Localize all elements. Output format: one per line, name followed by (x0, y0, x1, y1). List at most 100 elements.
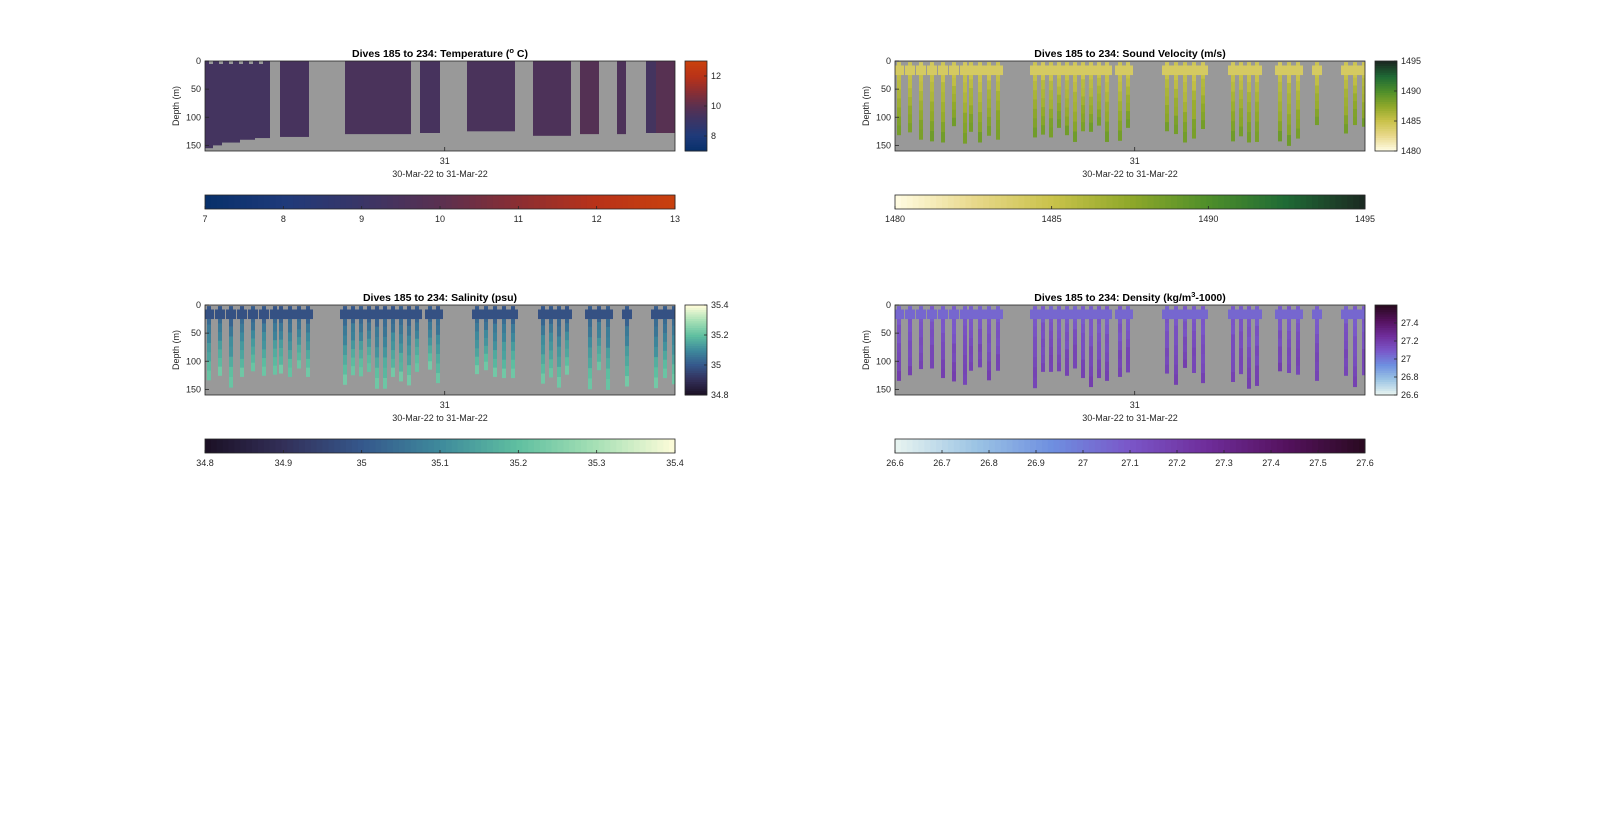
data-cell (1247, 82, 1251, 93)
data-cell (251, 362, 255, 372)
data-cell (1081, 70, 1085, 80)
data-cell (549, 332, 553, 343)
data-cell (975, 65, 985, 76)
colorbar-cell (451, 195, 459, 209)
y-axis-label: Depth (m) (171, 86, 181, 126)
data-cell (588, 337, 592, 348)
data-cell (1201, 315, 1205, 326)
data-cell (1165, 347, 1169, 357)
data-cell (952, 334, 956, 345)
colorbar-cell (434, 439, 441, 453)
colorbar-cell (1147, 195, 1154, 209)
colorbar-cell (685, 363, 707, 367)
data-cell (1287, 82, 1291, 94)
data-layer (205, 61, 675, 149)
colorbar-cell (398, 439, 406, 453)
data-cell (952, 85, 956, 95)
colorbar-cell (304, 195, 312, 209)
data-cell (1054, 309, 1064, 320)
colorbar-cell (299, 439, 306, 453)
colorbar-cell (246, 439, 253, 453)
data-cell (897, 125, 901, 136)
data-cell (1315, 85, 1319, 94)
data-cell (1344, 70, 1348, 81)
data-cell (1255, 365, 1259, 377)
data-cell (654, 336, 658, 348)
colorbar-cell (645, 439, 652, 453)
data-cell (978, 102, 982, 113)
data-cell (1296, 128, 1300, 139)
colorbar-cell (222, 439, 229, 453)
data-cell (554, 309, 564, 320)
data-cell (1174, 71, 1178, 81)
colorbar-cell (1375, 354, 1397, 358)
colorbar-cell (685, 99, 707, 102)
data-cell (218, 332, 222, 342)
data-cell (383, 347, 387, 358)
data-cell (1231, 101, 1235, 112)
data-cell (1296, 348, 1300, 358)
colorbar-cell (994, 195, 1002, 209)
colorbar-cell (369, 195, 376, 209)
data-cell (952, 343, 956, 354)
data-cell (1198, 309, 1208, 320)
colorbar-cell (1030, 195, 1037, 209)
data-cell (1362, 118, 1365, 127)
data-cell (993, 309, 1003, 320)
data-cell (941, 132, 945, 143)
data-cell (1344, 79, 1348, 90)
data-cell (343, 364, 347, 376)
colorbar-cell (381, 195, 388, 209)
colorbar-cell (351, 195, 359, 209)
data-cell (987, 324, 991, 335)
data-cell (952, 109, 956, 119)
colorbar-cell (586, 439, 594, 453)
colorbar-cell (592, 195, 600, 209)
data-cell (987, 80, 991, 91)
colorbar-cell (1375, 135, 1397, 138)
colorbar-cell (516, 195, 523, 209)
data-cell (1105, 324, 1109, 335)
data-cell (436, 315, 440, 326)
data-cell (359, 332, 363, 342)
colorbar-cell (610, 439, 617, 453)
colorbar-cell (1375, 350, 1397, 353)
colorbar-cell (685, 356, 707, 360)
data-cell (978, 328, 982, 337)
colorbar-cell (953, 439, 961, 453)
data-cell (557, 326, 561, 337)
data-cell (391, 332, 395, 342)
data-cell (1192, 364, 1196, 373)
colorbar-cell (569, 439, 576, 453)
data-cell (1362, 314, 1365, 324)
colorbar-tick-label: 1490 (1401, 86, 1421, 96)
colorbar-cell (1375, 314, 1397, 317)
data-cell (916, 65, 926, 76)
colorbar-cell (257, 439, 265, 453)
data-cell (1118, 91, 1122, 102)
data-cell (557, 377, 561, 388)
data-cell (1315, 361, 1319, 372)
data-cell (484, 329, 488, 339)
data-cell (978, 359, 982, 368)
data-cell (1097, 359, 1101, 370)
data-cell (375, 367, 379, 379)
data-cell (919, 352, 923, 362)
data-cell (1192, 71, 1196, 82)
colorbar-cell (1375, 61, 1397, 64)
colorbar-cell (1335, 195, 1342, 209)
colorbar-cell (1375, 388, 1397, 391)
data-cell (963, 345, 967, 356)
data-cell (1296, 357, 1300, 367)
colorbar-tick-label: 27 (1078, 458, 1088, 468)
data-cell (388, 309, 398, 320)
data-cell (897, 352, 901, 363)
data-cell (262, 340, 266, 350)
colorbar-tick-label: 26.6 (886, 458, 904, 468)
colorbar-cell (1375, 370, 1397, 373)
data-cell (654, 316, 658, 328)
data-cell (288, 323, 292, 333)
colorbar-cell (281, 195, 288, 209)
data-cell (1097, 77, 1101, 87)
data-cell (436, 363, 440, 374)
